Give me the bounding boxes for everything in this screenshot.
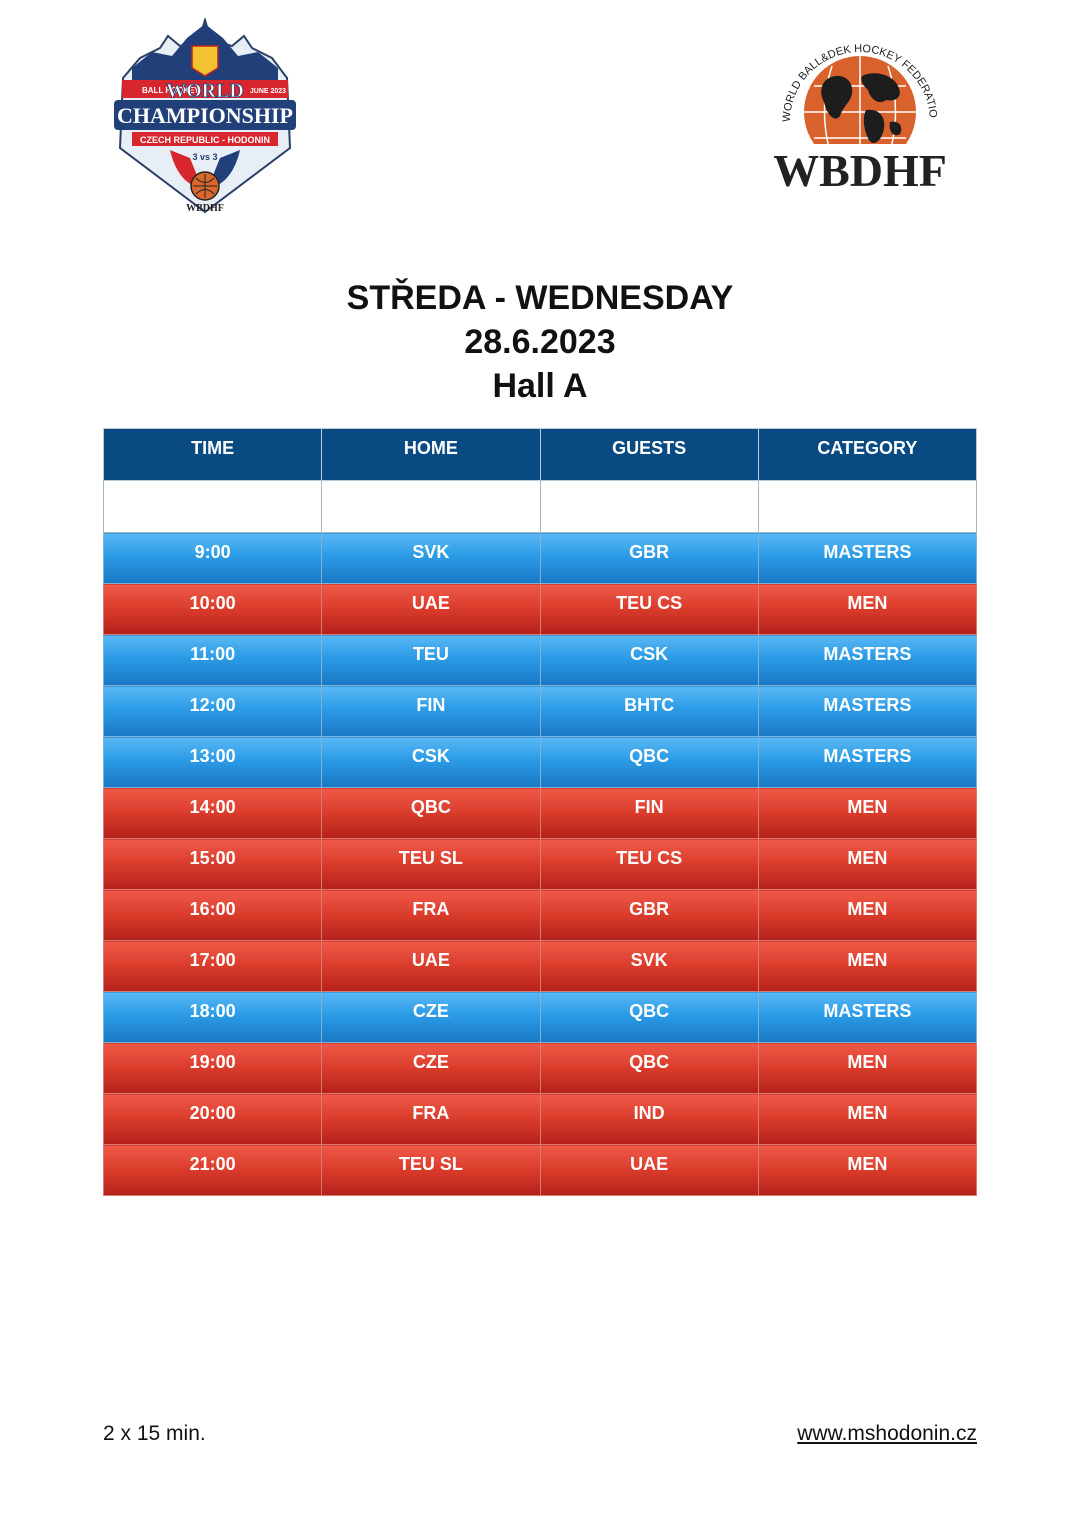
table-row: 21:00 TEU SL UAE MEN: [102, 1144, 978, 1196]
category-cell: MASTERS: [757, 736, 978, 788]
table-row: 19:00 CZE QBC MEN: [102, 1042, 978, 1094]
empty-cell: [321, 480, 541, 533]
logo-world-text: WORLD: [166, 80, 244, 102]
table-row: 20:00 FRA IND MEN: [102, 1093, 978, 1145]
hall-title: Hall A: [492, 367, 588, 405]
schedule-heading: STŘEDA - WEDNESDAY 28.6.2023 Hall A: [0, 276, 1080, 408]
category-cell: MEN: [757, 1042, 978, 1094]
category-cell: MEN: [757, 889, 978, 941]
guests-cell: QBC: [539, 736, 759, 788]
category-cell: MASTERS: [757, 634, 978, 686]
home-cell: TEU SL: [321, 1144, 541, 1196]
logo-wbdhf-small-text: WBDHF: [186, 203, 224, 214]
home-cell: TEU SL: [321, 838, 541, 890]
wbdhf-logo: WORLD BALL&DEK HOCKEY FEDERATION WBDHF: [774, 26, 946, 196]
guests-cell: BHTC: [539, 685, 759, 737]
table-row: 18:00 CZE QBC MASTERS: [102, 991, 978, 1043]
guests-cell: QBC: [539, 991, 759, 1043]
time-cell: 12:00: [102, 685, 323, 737]
schedule-table: TIME HOME GUESTS CATEGORY 9:00 SVK GBR MAST…: [102, 428, 978, 1196]
category-cell: MEN: [757, 583, 978, 635]
guests-cell: TEU CS: [539, 838, 759, 890]
logo-championship-text: CHAMPIONSHIP: [117, 103, 293, 128]
time-cell: 11:00: [102, 634, 323, 686]
category-cell: MASTERS: [757, 991, 978, 1043]
category-cell: MEN: [757, 940, 978, 992]
table-row: 15:00 TEU SL TEU CS MEN: [102, 838, 978, 890]
logo-june-text: JUNE 2023: [250, 88, 286, 95]
guests-cell: QBC: [539, 1042, 759, 1094]
category-cell: MEN: [757, 1093, 978, 1145]
column-header-category: CATEGORY: [757, 428, 978, 481]
category-cell: MEN: [757, 838, 978, 890]
category-cell: MEN: [757, 1144, 978, 1196]
logo-ball-hockey-text: BALL HOCKEY: [142, 86, 200, 95]
guests-cell: GBR: [539, 889, 759, 941]
home-cell: QBC: [321, 787, 541, 839]
empty-cell: [539, 480, 759, 533]
time-cell: 16:00: [102, 889, 323, 941]
home-cell: FRA: [321, 889, 541, 941]
guests-cell: FIN: [539, 787, 759, 839]
category-cell: MEN: [757, 787, 978, 839]
category-cell: MASTERS: [757, 685, 978, 737]
category-cell: MASTERS: [757, 532, 978, 584]
time-cell: 14:00: [102, 787, 323, 839]
time-cell: 21:00: [102, 1144, 323, 1196]
home-cell: UAE: [321, 940, 541, 992]
championship-logo: BALL HOCKEY WORLD JUNE 2023 CHAMPIONSHIP…: [114, 18, 296, 214]
time-cell: 9:00: [102, 532, 323, 584]
time-cell: 17:00: [102, 940, 323, 992]
website-link[interactable]: www.mshodonin.cz: [797, 1422, 977, 1445]
match-duration-note: 2 x 15 min.: [103, 1422, 206, 1445]
home-cell: UAE: [321, 583, 541, 635]
logo-3vs3-text: 3 vs 3: [192, 152, 217, 162]
home-cell: FIN: [321, 685, 541, 737]
table-row: 14:00 QBC FIN MEN: [102, 787, 978, 839]
guests-cell: IND: [539, 1093, 759, 1145]
table-row: 17:00 UAE SVK MEN: [102, 940, 978, 992]
time-cell: 19:00: [102, 1042, 323, 1094]
home-cell: SVK: [321, 532, 541, 584]
home-cell: CSK: [321, 736, 541, 788]
table-row: 9:00 SVK GBR MASTERS: [102, 532, 978, 584]
day-title: STŘEDA - WEDNESDAY: [346, 279, 734, 317]
time-cell: 18:00: [102, 991, 323, 1043]
table-header-row: TIME HOME GUESTS CATEGORY: [102, 428, 978, 481]
time-cell: 20:00: [102, 1093, 323, 1145]
home-cell: CZE: [321, 1042, 541, 1094]
empty-cell: [757, 480, 978, 533]
guests-cell: UAE: [539, 1144, 759, 1196]
guests-cell: SVK: [539, 940, 759, 992]
empty-row: [102, 480, 978, 533]
time-cell: 15:00: [102, 838, 323, 890]
table-row: 13:00 CSK QBC MASTERS: [102, 736, 978, 788]
guests-cell: TEU CS: [539, 583, 759, 635]
home-cell: CZE: [321, 991, 541, 1043]
guests-cell: GBR: [539, 532, 759, 584]
wbdhf-acronym: WBDHF: [774, 145, 946, 196]
column-header-time: TIME: [102, 428, 323, 481]
column-header-guests: GUESTS: [539, 428, 759, 481]
logo-location-text: CZECH REPUBLIC - HODONIN: [140, 135, 270, 145]
table-row: 10:00 UAE TEU CS MEN: [102, 583, 978, 635]
home-cell: FRA: [321, 1093, 541, 1145]
table-row: 11:00 TEU CSK MASTERS: [102, 634, 978, 686]
time-cell: 10:00: [102, 583, 323, 635]
column-header-home: HOME: [321, 428, 541, 481]
home-cell: TEU: [321, 634, 541, 686]
table-row: 12:00 FIN BHTC MASTERS: [102, 685, 978, 737]
table-row: 16:00 FRA GBR MEN: [102, 889, 978, 941]
guests-cell: CSK: [539, 634, 759, 686]
time-cell: 13:00: [102, 736, 323, 788]
date-title: 28.6.2023: [464, 323, 616, 361]
empty-cell: [102, 480, 323, 533]
schedule-body: 9:00 SVK GBR MASTERS 10:00 UAE TEU CS MEN 11:00 T…: [102, 480, 978, 1196]
